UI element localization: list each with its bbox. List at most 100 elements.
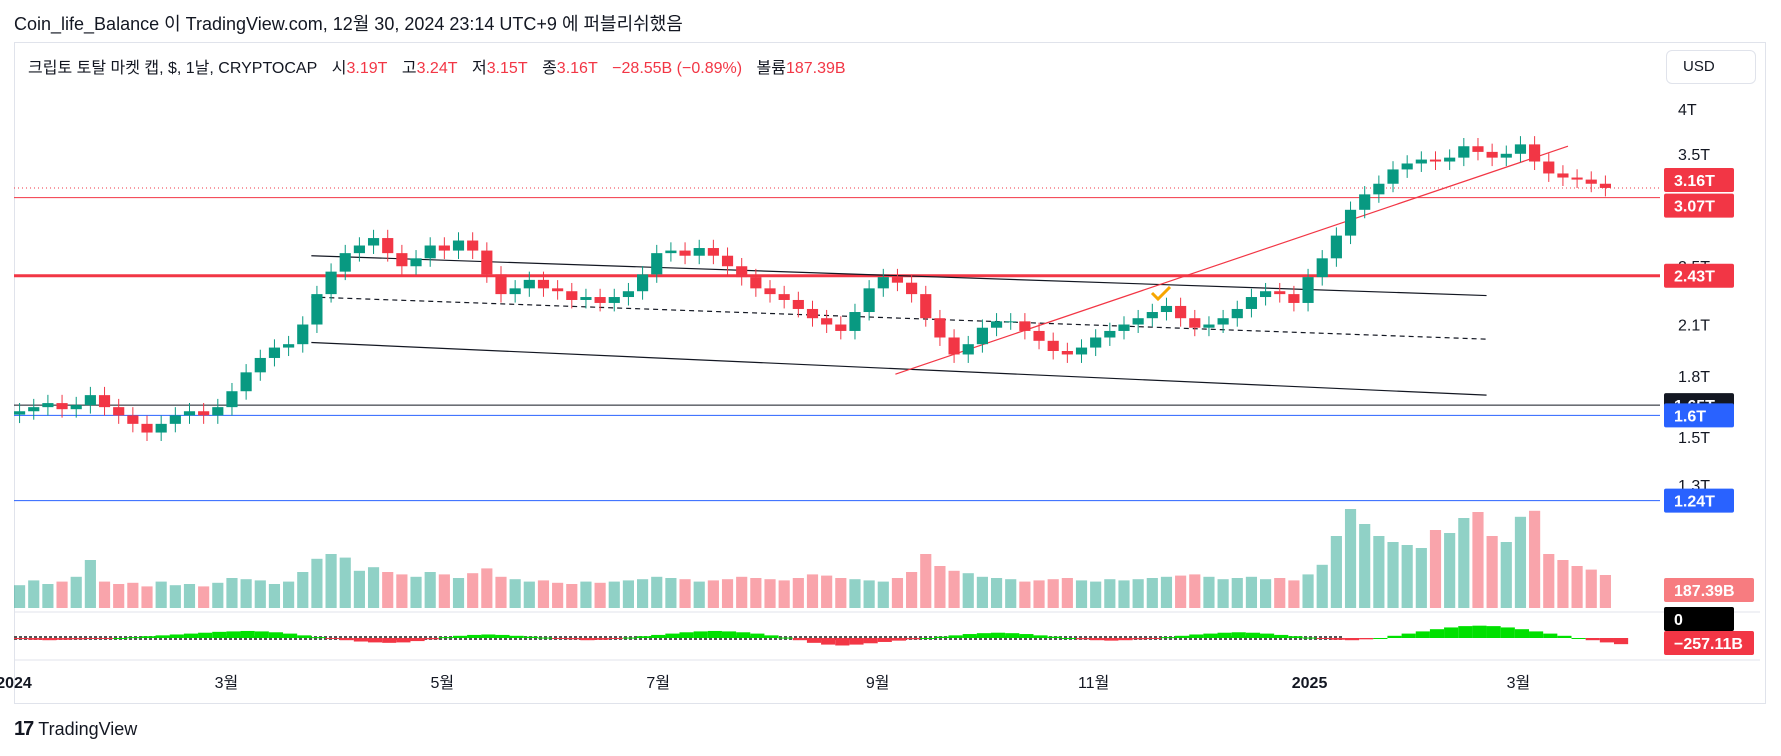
symbol-name[interactable]: 크립토 토탈 마켓 캡, $, 1날, CRYPTOCAP bbox=[28, 60, 318, 77]
price-tick-label: 1.5T bbox=[1678, 430, 1710, 447]
volume-bar bbox=[1175, 575, 1187, 608]
volume-bar bbox=[1599, 575, 1611, 608]
candle-body bbox=[1160, 305, 1173, 313]
candle-body bbox=[1245, 297, 1258, 309]
candle-body bbox=[1005, 321, 1017, 323]
oscillator-bar bbox=[1359, 638, 1374, 640]
candle-body bbox=[962, 344, 974, 355]
oscillator-bar bbox=[580, 638, 595, 641]
candle-body bbox=[1514, 144, 1527, 154]
time-tick-label: 9월 bbox=[866, 674, 890, 692]
oscillator-bar bbox=[509, 635, 524, 638]
volume-bar bbox=[183, 584, 196, 608]
candle-body bbox=[1231, 308, 1243, 319]
oscillator-bar bbox=[976, 633, 991, 638]
price-badge-label: 1.6T bbox=[1674, 408, 1706, 425]
oscillator-bar bbox=[28, 638, 43, 640]
publish-caption: Coin_life_Balance 이 TradingView.com, 12월… bbox=[14, 14, 683, 34]
oscillator-bar bbox=[934, 636, 949, 638]
oscillator-bar bbox=[1118, 638, 1133, 641]
price-badge bbox=[1664, 193, 1734, 218]
oscillator-bar bbox=[920, 638, 935, 639]
breakout-check-icon bbox=[1150, 285, 1172, 302]
candle-body bbox=[693, 248, 705, 256]
oscillator-bar bbox=[1146, 638, 1161, 639]
volume-bar bbox=[1585, 569, 1597, 608]
oscillator-bar bbox=[1175, 635, 1190, 638]
oscillator-bar bbox=[1075, 638, 1091, 640]
price-badge-label: 3.16T bbox=[1674, 173, 1715, 190]
currency-button[interactable]: USD bbox=[1666, 50, 1756, 84]
price-tick-label: 1.8T bbox=[1678, 369, 1710, 386]
volume-bar bbox=[622, 580, 635, 608]
volume-bar bbox=[948, 570, 960, 608]
candle-body bbox=[1302, 277, 1314, 303]
volume-bar bbox=[1543, 554, 1555, 608]
oscillator-bar bbox=[1613, 638, 1629, 645]
oscillator-bar bbox=[98, 638, 114, 639]
time-tick-label: 3월 bbox=[215, 674, 239, 692]
volume-bar bbox=[311, 558, 323, 608]
price-badge-label: 0 bbox=[1674, 612, 1683, 629]
volume-bar bbox=[1090, 581, 1102, 608]
oscillator-bar bbox=[240, 630, 255, 638]
volume-bar bbox=[1359, 524, 1371, 608]
volume-bar bbox=[1571, 566, 1583, 608]
low-value: 3.15T bbox=[486, 60, 528, 77]
oscillator-bar bbox=[1500, 627, 1515, 638]
price-badge-label: −257.11B bbox=[1674, 636, 1743, 653]
oscillator-bar bbox=[1104, 638, 1119, 641]
candle-body bbox=[1387, 169, 1399, 184]
candle-body bbox=[1458, 146, 1470, 158]
volume-bar bbox=[56, 581, 68, 608]
candle-body bbox=[509, 288, 521, 295]
oscillator-bar bbox=[906, 638, 921, 640]
candle-body bbox=[1444, 157, 1456, 162]
oscillator-bar bbox=[1444, 627, 1459, 638]
oscillator-bar bbox=[1543, 633, 1558, 638]
price-badge bbox=[1664, 403, 1734, 428]
volume-bar bbox=[721, 579, 734, 608]
oscillator-bar bbox=[382, 638, 397, 643]
volume-bar bbox=[84, 560, 96, 608]
oscillator-bar bbox=[990, 632, 1006, 638]
volume-bar bbox=[976, 576, 988, 608]
candle-body bbox=[863, 288, 875, 313]
candle-body bbox=[495, 274, 507, 295]
oscillator-bar bbox=[792, 638, 807, 641]
oscillator-bar bbox=[721, 631, 737, 638]
candle-body bbox=[311, 294, 323, 325]
volume-bar bbox=[580, 581, 592, 608]
price-badge bbox=[1664, 167, 1734, 192]
volume-bar bbox=[1373, 536, 1385, 608]
oscillator-bar bbox=[1061, 638, 1076, 639]
candle-body bbox=[70, 405, 82, 410]
volume-bar bbox=[1302, 574, 1314, 608]
candle-body bbox=[1585, 179, 1597, 184]
oscillator-bar bbox=[1005, 633, 1020, 638]
volume-bar bbox=[339, 557, 351, 608]
candle-body bbox=[1486, 151, 1498, 158]
candle-body bbox=[1373, 183, 1385, 195]
oscillator-bar bbox=[212, 631, 227, 638]
candle-body bbox=[1090, 337, 1102, 348]
price-badge bbox=[1664, 488, 1734, 513]
oscillator-bar bbox=[1344, 638, 1360, 641]
candle-body bbox=[481, 250, 493, 275]
volume-bar bbox=[410, 576, 422, 608]
volume-bar bbox=[1472, 512, 1484, 608]
volume-bar bbox=[212, 582, 224, 608]
volume-bar bbox=[283, 581, 295, 608]
candle-body bbox=[1401, 163, 1413, 170]
volume-bar bbox=[1061, 578, 1073, 608]
candle-body bbox=[28, 407, 40, 412]
candle-body bbox=[835, 324, 847, 331]
volume-bar bbox=[297, 572, 309, 608]
candle-body bbox=[1118, 324, 1130, 331]
oscillator-bar bbox=[736, 632, 751, 638]
volume-bar bbox=[665, 578, 677, 608]
volume-bar bbox=[268, 584, 281, 608]
price-tick-label: 2.1T bbox=[1678, 318, 1710, 335]
channel-line bbox=[311, 296, 1487, 340]
